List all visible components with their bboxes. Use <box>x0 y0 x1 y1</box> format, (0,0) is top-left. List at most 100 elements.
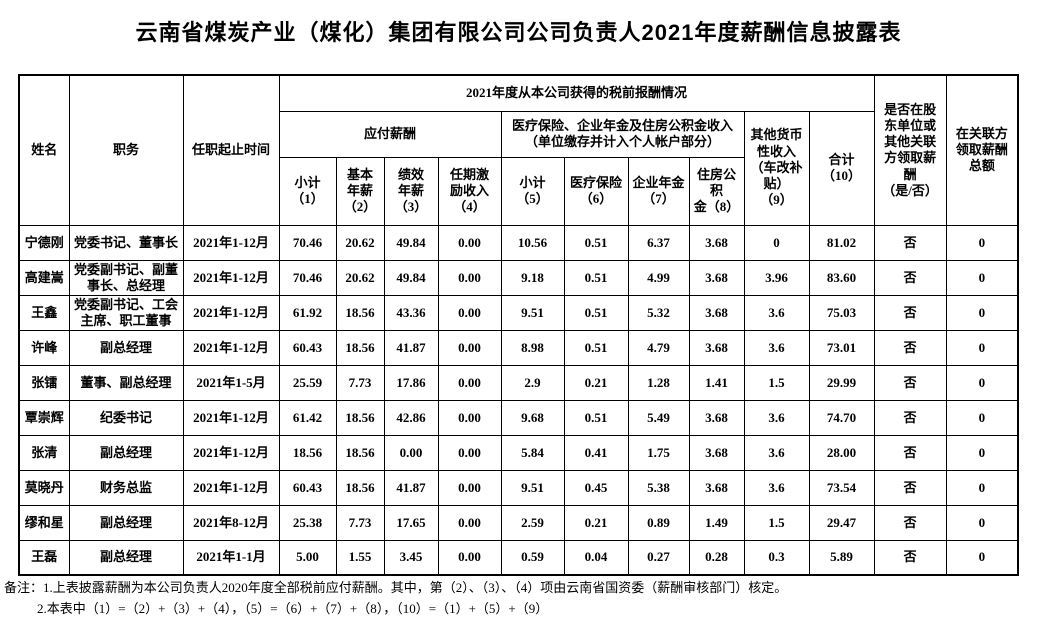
performance-salary-3-cell: 49.84 <box>383 259 439 296</box>
performance-salary-3-cell: 43.36 <box>383 294 439 331</box>
header-subtotal-5: 小计 （5） <box>500 156 565 226</box>
total-10-cell: 74.70 <box>808 399 875 436</box>
header-tenure: 任职起止时间 <box>182 74 280 226</box>
tenure-incentive-4-cell: 0.00 <box>437 224 502 261</box>
performance-salary-3-cell: 41.87 <box>383 329 439 366</box>
subtotal-5-cell: 2.9 <box>500 364 565 401</box>
tenure-cell: 2021年1-12月 <box>182 294 280 331</box>
housing-fund-8-cell: 3.68 <box>688 469 745 506</box>
tenure-incentive-4-cell: 0.00 <box>437 469 502 506</box>
tenure-incentive-4-cell: 0.00 <box>437 294 502 331</box>
base-salary-2-cell: 18.56 <box>335 469 385 506</box>
header-tenure-incentive-4: 任期激 励收入 （4） <box>437 156 502 226</box>
subtotal-5-cell: 9.51 <box>500 294 565 331</box>
position-cell: 党委副书记、工会主席、职工董事 <box>68 294 184 331</box>
page-title: 云南省煤炭产业（煤化）集团有限公司公司负责人2021年度薪酬信息披露表 <box>135 20 902 45</box>
header-annuity-7: 企业年金 （7） <box>627 156 690 226</box>
related-party-total-cell: 0 <box>945 399 1019 436</box>
housing-fund-8-cell: 3.68 <box>688 329 745 366</box>
related-party-total-cell: 0 <box>945 539 1019 576</box>
subtotal-1-cell: 70.46 <box>278 259 337 296</box>
table-row: 王鑫 党委副书记、工会主席、职工董事 2021年1-12月 61.92 18.56 43.… <box>18 294 1019 331</box>
header-row-3: 小计 （1） 基本 年薪 （2） 绩效 年薪 （3） 任期激 励收入 （4） 小… <box>19 156 1018 226</box>
medical-6-cell: 0.51 <box>563 329 629 366</box>
tenure-incentive-4-cell: 0.00 <box>437 364 502 401</box>
position-cell: 副总经理 <box>68 539 184 576</box>
name-cell: 王鑫 <box>18 294 70 331</box>
total-10-cell: 29.47 <box>808 504 875 541</box>
housing-fund-8-cell: 1.41 <box>688 364 745 401</box>
header-base-salary-2: 基本 年薪 （2） <box>335 156 385 226</box>
shareholder-paid-cell: 否 <box>873 469 947 506</box>
performance-salary-3-cell: 3.45 <box>383 539 439 576</box>
table-row: 宁德刚 党委书记、董事长 2021年1-12月 70.46 20.62 49.84 0.00… <box>18 224 1019 261</box>
tenure-cell: 2021年1-5月 <box>182 364 280 401</box>
total-10-cell: 28.00 <box>808 434 875 471</box>
header-related-party-total: 在关联方 领取薪酬 总额 <box>945 74 1019 226</box>
position-cell: 党委书记、董事长 <box>68 224 184 261</box>
total-10-cell: 5.89 <box>808 539 875 576</box>
total-10-cell: 75.03 <box>808 294 875 331</box>
base-salary-2-cell: 20.62 <box>335 259 385 296</box>
name-cell: 高建嵩 <box>18 259 70 296</box>
medical-6-cell: 0.51 <box>563 224 629 261</box>
subtotal-1-cell: 5.00 <box>278 539 337 576</box>
medical-6-cell: 0.45 <box>563 469 629 506</box>
table-row: 莫晓丹 财务总监 2021年1-12月 60.43 18.56 41.87 0.00 9.51… <box>18 469 1019 506</box>
header-total-10: 合计 （10） <box>808 110 875 226</box>
related-party-total-cell: 0 <box>945 504 1019 541</box>
performance-salary-3-cell: 42.86 <box>383 399 439 436</box>
performance-salary-3-cell: 41.87 <box>383 469 439 506</box>
related-party-total-cell: 0 <box>945 329 1019 366</box>
subtotal-5-cell: 8.98 <box>500 329 565 366</box>
footnote-1: 备注：1.上表披露薪酬为本公司负责人2020年度全部税前应付薪酬。其中，第（2）… <box>4 580 788 595</box>
name-cell: 莫晓丹 <box>18 469 70 506</box>
other-money-9-cell: 3.6 <box>743 294 810 331</box>
tenure-cell: 2021年1-12月 <box>182 259 280 296</box>
tenure-incentive-4-cell: 0.00 <box>437 399 502 436</box>
position-cell: 副总经理 <box>68 329 184 366</box>
subtotal-1-cell: 70.46 <box>278 224 337 261</box>
header-position: 职务 <box>68 74 184 226</box>
footnotes: 备注：1.上表披露薪酬为本公司负责人2020年度全部税前应付薪酬。其中，第（2）… <box>4 577 1024 619</box>
housing-fund-8-cell: 3.68 <box>688 259 745 296</box>
table-header: 姓名 职务 任职起止时间 2021年度从本公司获得的税前报酬情况 是否在股 东单… <box>18 74 1019 226</box>
annuity-7-cell: 5.49 <box>627 399 690 436</box>
related-party-total-cell: 0 <box>945 469 1019 506</box>
name-cell: 许峰 <box>18 329 70 366</box>
shareholder-paid-cell: 否 <box>873 399 947 436</box>
position-cell: 党委副书记、副董事长、总经理 <box>68 259 184 296</box>
other-money-9-cell: 3.6 <box>743 399 810 436</box>
table-row: 张镭 董事、副总经理 2021年1-5月 25.59 7.73 17.86 0.00 2.9 0… <box>18 364 1019 401</box>
related-party-total-cell: 0 <box>945 434 1019 471</box>
header-insurance-group: 医疗保险、企业年金及住房公积金收入（单位缴存并计入个人帐户部分） <box>500 110 745 158</box>
other-money-9-cell: 3.6 <box>743 329 810 366</box>
subtotal-5-cell: 5.84 <box>500 434 565 471</box>
medical-6-cell: 0.51 <box>563 399 629 436</box>
header-payable-group: 应付薪酬 <box>278 110 502 158</box>
other-money-9-cell: 0.3 <box>743 539 810 576</box>
subtotal-5-cell: 2.59 <box>500 504 565 541</box>
annuity-7-cell: 0.27 <box>627 539 690 576</box>
shareholder-paid-cell: 否 <box>873 434 947 471</box>
annuity-7-cell: 1.28 <box>627 364 690 401</box>
housing-fund-8-cell: 3.68 <box>688 399 745 436</box>
base-salary-2-cell: 1.55 <box>335 539 385 576</box>
subtotal-5-cell: 9.51 <box>500 469 565 506</box>
related-party-total-cell: 0 <box>945 364 1019 401</box>
annuity-7-cell: 0.89 <box>627 504 690 541</box>
name-cell: 张镭 <box>18 364 70 401</box>
related-party-total-cell: 0 <box>945 259 1019 296</box>
table-row: 高建嵩 党委副书记、副董事长、总经理 2021年1-12月 70.46 20.62 49.… <box>18 259 1019 296</box>
total-10-cell: 83.60 <box>808 259 875 296</box>
annuity-7-cell: 6.37 <box>627 224 690 261</box>
position-cell: 副总经理 <box>68 434 184 471</box>
medical-6-cell: 0.51 <box>563 294 629 331</box>
annuity-7-cell: 4.99 <box>627 259 690 296</box>
shareholder-paid-cell: 否 <box>873 504 947 541</box>
name-cell: 宁德刚 <box>18 224 70 261</box>
header-pretax-group: 2021年度从本公司获得的税前报酬情况 <box>278 74 875 112</box>
medical-6-cell: 0.51 <box>563 259 629 296</box>
header-performance-salary-3: 绩效 年薪 （3） <box>383 156 439 226</box>
subtotal-1-cell: 61.42 <box>278 399 337 436</box>
